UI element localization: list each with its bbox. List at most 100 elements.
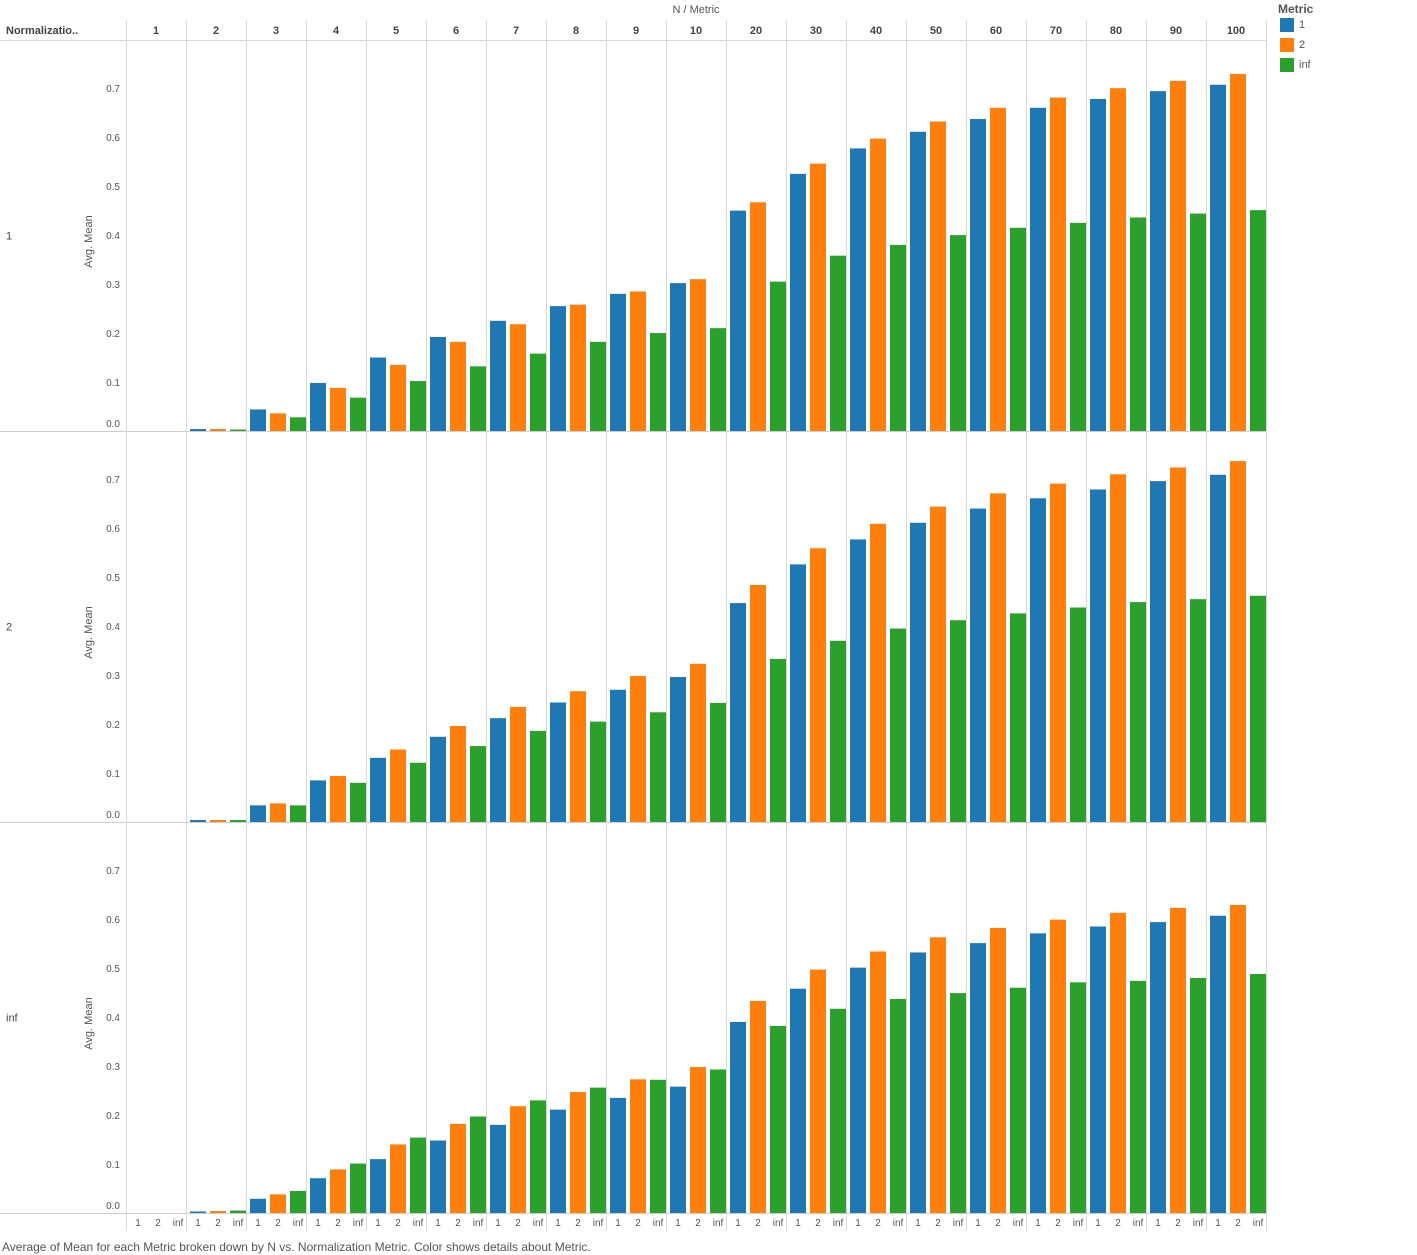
- bar[interactable]: [310, 383, 326, 431]
- bar[interactable]: [210, 1211, 226, 1213]
- bar[interactable]: [910, 131, 926, 431]
- bar[interactable]: [250, 1198, 266, 1213]
- bar[interactable]: [950, 993, 966, 1213]
- bar[interactable]: [490, 718, 506, 822]
- bar[interactable]: [310, 1178, 326, 1213]
- bar[interactable]: [470, 746, 486, 822]
- bar[interactable]: [370, 1159, 386, 1213]
- bar[interactable]: [1250, 974, 1266, 1213]
- bar[interactable]: [910, 522, 926, 822]
- bar[interactable]: [410, 762, 426, 822]
- bar[interactable]: [850, 967, 866, 1213]
- bar[interactable]: [450, 726, 466, 822]
- bar[interactable]: [450, 341, 466, 431]
- bar[interactable]: [1250, 595, 1266, 822]
- bar[interactable]: [1190, 599, 1206, 822]
- bar[interactable]: [610, 1097, 626, 1213]
- bar[interactable]: [330, 775, 346, 822]
- bar[interactable]: [1090, 489, 1106, 822]
- bar[interactable]: [430, 736, 446, 822]
- bar[interactable]: [770, 281, 786, 431]
- bar[interactable]: [430, 336, 446, 431]
- bar[interactable]: [550, 306, 566, 431]
- bar[interactable]: [1230, 904, 1246, 1213]
- bar[interactable]: [1030, 933, 1046, 1213]
- bar[interactable]: [510, 1106, 526, 1213]
- bar[interactable]: [930, 937, 946, 1213]
- bar[interactable]: [370, 357, 386, 431]
- bar[interactable]: [490, 320, 506, 431]
- bar[interactable]: [230, 820, 246, 822]
- bar[interactable]: [250, 805, 266, 822]
- bar[interactable]: [1050, 483, 1066, 822]
- bar[interactable]: [1190, 977, 1206, 1213]
- bar[interactable]: [630, 291, 646, 431]
- bar[interactable]: [930, 121, 946, 431]
- bar[interactable]: [1150, 922, 1166, 1213]
- bar[interactable]: [1010, 987, 1026, 1213]
- bar[interactable]: [610, 689, 626, 822]
- bar[interactable]: [290, 1190, 306, 1213]
- bar[interactable]: [810, 163, 826, 431]
- bar[interactable]: [910, 952, 926, 1213]
- bar[interactable]: [290, 805, 306, 822]
- bar[interactable]: [870, 138, 886, 431]
- bar[interactable]: [830, 1008, 846, 1213]
- bar[interactable]: [550, 702, 566, 822]
- bar[interactable]: [350, 1163, 366, 1213]
- bar[interactable]: [230, 429, 246, 431]
- bar[interactable]: [830, 640, 846, 822]
- bar[interactable]: [270, 413, 286, 431]
- bar[interactable]: [870, 951, 886, 1213]
- bar[interactable]: [470, 366, 486, 431]
- bar[interactable]: [990, 493, 1006, 822]
- bar[interactable]: [950, 620, 966, 822]
- bar[interactable]: [750, 584, 766, 822]
- bar[interactable]: [830, 255, 846, 431]
- bar[interactable]: [1170, 907, 1186, 1213]
- bar[interactable]: [710, 328, 726, 431]
- bar[interactable]: [350, 782, 366, 822]
- bar[interactable]: [870, 523, 886, 822]
- bar[interactable]: [570, 1092, 586, 1213]
- bar[interactable]: [410, 381, 426, 431]
- bar[interactable]: [1050, 97, 1066, 431]
- bar[interactable]: [290, 417, 306, 431]
- bar[interactable]: [1150, 91, 1166, 431]
- bar[interactable]: [210, 429, 226, 431]
- bar[interactable]: [930, 506, 946, 822]
- bar[interactable]: [1150, 481, 1166, 822]
- bar[interactable]: [690, 663, 706, 822]
- bar[interactable]: [650, 1079, 666, 1213]
- bar[interactable]: [190, 820, 206, 822]
- bar[interactable]: [670, 283, 686, 431]
- bar[interactable]: [1210, 474, 1226, 822]
- bar[interactable]: [530, 1100, 546, 1213]
- bar[interactable]: [890, 998, 906, 1213]
- bar[interactable]: [1110, 88, 1126, 431]
- bar[interactable]: [330, 387, 346, 431]
- bar[interactable]: [850, 539, 866, 822]
- bar[interactable]: [270, 1194, 286, 1213]
- bar[interactable]: [770, 1025, 786, 1213]
- bar[interactable]: [270, 803, 286, 822]
- bar[interactable]: [750, 1000, 766, 1213]
- bar[interactable]: [510, 706, 526, 822]
- bar[interactable]: [970, 943, 986, 1213]
- bar[interactable]: [530, 353, 546, 431]
- bar[interactable]: [1130, 980, 1146, 1213]
- bar[interactable]: [1090, 926, 1106, 1214]
- bar[interactable]: [530, 730, 546, 822]
- bar[interactable]: [570, 691, 586, 822]
- bar[interactable]: [890, 244, 906, 431]
- bar[interactable]: [1230, 461, 1246, 822]
- bar[interactable]: [1090, 98, 1106, 431]
- bar[interactable]: [430, 1140, 446, 1213]
- bar[interactable]: [230, 1210, 246, 1213]
- bar[interactable]: [1190, 213, 1206, 431]
- bar[interactable]: [1130, 217, 1146, 431]
- bar[interactable]: [670, 677, 686, 822]
- bar[interactable]: [770, 658, 786, 822]
- bar[interactable]: [190, 429, 206, 431]
- bar[interactable]: [330, 1169, 346, 1213]
